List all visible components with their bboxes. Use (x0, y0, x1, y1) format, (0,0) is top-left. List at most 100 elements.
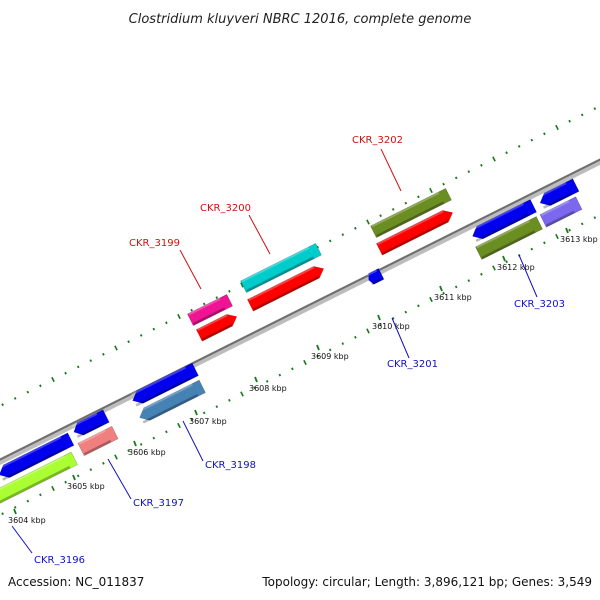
gene-CKR_3200-upper (240, 243, 322, 293)
tick-mark (417, 195, 420, 199)
tick-mark (89, 468, 93, 471)
tick-mark (480, 163, 483, 167)
tick-mark (442, 182, 445, 186)
tick-mark (76, 474, 80, 478)
gene-CKR_3199-lower (195, 314, 238, 342)
tick-mark (228, 289, 231, 293)
tick-mark (265, 380, 269, 383)
kbp-label: 3608 kbp (249, 384, 287, 393)
gene-CKR_3198-upper (130, 362, 199, 407)
major-tick (194, 409, 198, 416)
tick-mark (51, 376, 55, 383)
gene-features (0, 178, 583, 505)
tick-mark (316, 354, 319, 358)
tick-mark (177, 313, 181, 320)
tick-mark (366, 328, 370, 334)
kbp-label: 3607 kbp (189, 417, 227, 426)
gene-CKR_3204-lower (539, 196, 583, 228)
tick-mark (152, 436, 156, 440)
tick-mark (13, 397, 17, 400)
tick-mark (391, 208, 395, 211)
tick-mark (492, 265, 496, 271)
gene-leader-line (182, 420, 204, 462)
gene-leader-line (518, 254, 538, 298)
gene-leader-line (11, 525, 33, 554)
tick-mark (215, 405, 219, 408)
gene-leader-line (107, 458, 132, 500)
tick-mark (429, 296, 433, 303)
tick-mark (555, 233, 559, 240)
tick-mark (177, 422, 181, 429)
major-tick (72, 474, 76, 481)
tick-mark (1, 403, 4, 407)
kbp-label: 3610 kbp (372, 322, 410, 331)
kbp-label: 3611 kbp (434, 293, 472, 302)
tick-mark (568, 119, 571, 123)
tick-mark (379, 323, 382, 327)
gene-leader-line (248, 214, 271, 255)
tick-mark (467, 279, 471, 282)
tick-mark (76, 365, 80, 369)
gene-CKR_3198-lower (137, 379, 206, 424)
tick-mark (139, 334, 143, 337)
tick-mark (442, 291, 445, 295)
tick-mark (505, 260, 508, 264)
tick-mark (555, 124, 559, 131)
tick-mark (102, 352, 105, 356)
tick-mark (568, 228, 571, 232)
tick-mark (202, 302, 206, 306)
gene-leader-line (179, 249, 202, 290)
kbp-tick-labels: 3604 kbp 3605 kbp 3606 kbp 3607 kbp 3608 kbp… (8, 227, 598, 525)
tick-mark (165, 430, 168, 434)
tick-mark (341, 342, 345, 345)
tick-mark (379, 214, 382, 218)
tick-mark (114, 454, 118, 460)
tick-mark (13, 506, 17, 509)
gene-CKR_3202-lower (376, 210, 454, 256)
gene-CKR_3196-upper (0, 432, 75, 481)
accession-text: Accession: NC_011837 (8, 575, 144, 589)
tick-mark (127, 340, 130, 344)
gene-label-CKR_3200: CKR_3200 (200, 203, 251, 214)
tick-mark (89, 359, 93, 362)
tick-mark (278, 373, 282, 377)
tick-mark (114, 345, 118, 351)
genome-summary-text: Topology: circular; Length: 3,896,121 bp… (261, 575, 592, 589)
tick-mark (253, 386, 256, 390)
tick-mark (190, 308, 193, 312)
tick-mark (240, 282, 244, 288)
tick-mark (467, 170, 471, 173)
tick-mark (341, 233, 345, 236)
gene-label-CKR_3199: CKR_3199 (129, 238, 180, 249)
tick-mark (391, 317, 395, 320)
gene-CKR_3200-lower (247, 266, 325, 312)
tick-mark (492, 156, 496, 162)
gene-CKR_3202-upper (370, 188, 452, 238)
gene-CKR_3197-lower (77, 425, 119, 457)
tick-mark (51, 485, 55, 492)
gene-CKR_3199-upper (187, 293, 233, 327)
gene-label-CKR_3196: CKR_3196 (34, 555, 85, 566)
tick-mark (417, 304, 420, 308)
major-tick (254, 376, 258, 383)
tick-mark (291, 367, 294, 371)
gene-CKR_3196-lower (0, 451, 78, 505)
tick-mark (228, 398, 231, 402)
gene-labels: CKR_3196 CKR_3197 CKR_3198 CKR_3199 CKR_3200… (11, 135, 565, 566)
tick-mark (303, 359, 307, 366)
gene-CKR_3203-lower (475, 216, 543, 260)
major-tick (439, 285, 443, 292)
major-tick (565, 227, 569, 234)
gene-label-CKR_3198: CKR_3198 (205, 460, 256, 471)
kbp-label: 3604 kbp (8, 516, 46, 525)
tick-mark (165, 321, 168, 325)
map-title: Clostridium kluyveri NBRC 12016, complet… (129, 12, 472, 27)
kbp-label: 3609 kbp (311, 352, 349, 361)
gene-label-CKR_3201: CKR_3201 (387, 359, 438, 370)
gene-label-CKR_3202: CKR_3202 (352, 135, 403, 146)
tick-mark (593, 107, 597, 110)
tick-mark (328, 239, 332, 243)
kbp-label: 3612 kbp (497, 263, 535, 272)
tick-mark (404, 310, 408, 314)
